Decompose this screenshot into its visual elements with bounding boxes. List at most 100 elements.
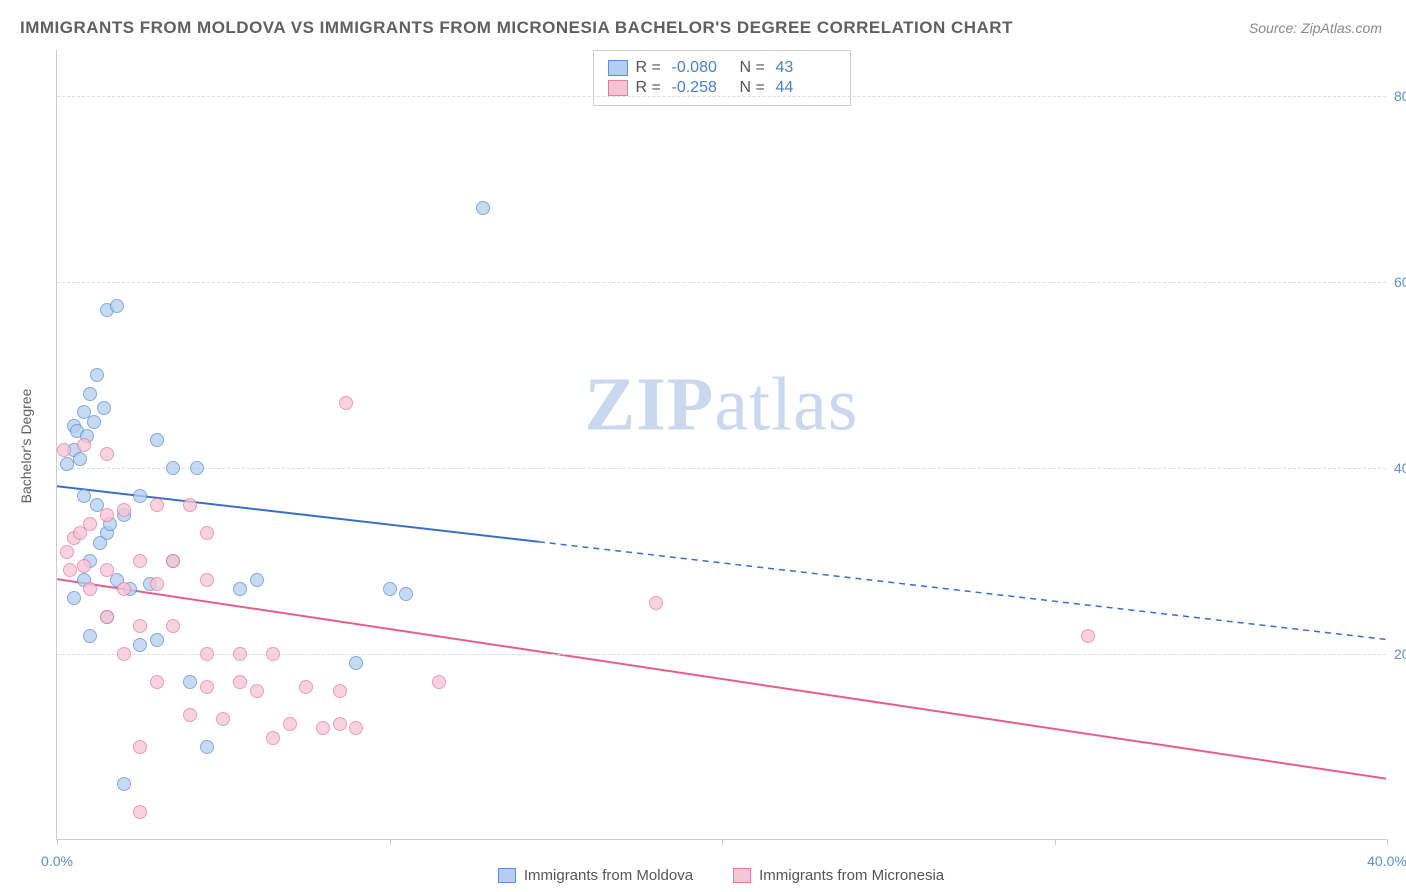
- legend-n-value-moldova: 43: [776, 59, 836, 77]
- scatter-point: [200, 573, 214, 587]
- gridline: [57, 282, 1386, 283]
- scatter-point: [83, 517, 97, 531]
- scatter-point: [476, 201, 490, 215]
- scatter-point: [233, 647, 247, 661]
- scatter-point: [110, 299, 124, 313]
- scatter-point: [283, 717, 297, 731]
- scatter-point: [133, 638, 147, 652]
- legend-r-label: R =: [636, 59, 664, 77]
- scatter-point: [150, 675, 164, 689]
- scatter-point: [299, 680, 313, 694]
- scatter-point: [166, 619, 180, 633]
- legend-swatch-micronesia: [608, 80, 628, 96]
- scatter-point: [100, 508, 114, 522]
- legend-n-value-micronesia: 44: [776, 79, 836, 97]
- scatter-point: [90, 368, 104, 382]
- scatter-point: [57, 443, 71, 457]
- scatter-point: [399, 587, 413, 601]
- watermark-light: atlas: [714, 363, 858, 447]
- x-tick: [722, 839, 723, 845]
- scatter-point: [383, 582, 397, 596]
- scatter-point: [200, 526, 214, 540]
- legend-row-moldova: R = -0.080 N = 43: [608, 59, 836, 77]
- y-tick-label: 20.0%: [1394, 646, 1406, 662]
- scatter-point: [316, 721, 330, 735]
- scatter-point: [333, 684, 347, 698]
- scatter-point: [100, 610, 114, 624]
- scatter-point: [73, 452, 87, 466]
- legend-n-label: N =: [740, 59, 768, 77]
- scatter-point: [200, 680, 214, 694]
- scatter-point: [83, 387, 97, 401]
- scatter-point: [233, 582, 247, 596]
- gridline: [57, 654, 1386, 655]
- scatter-point: [349, 656, 363, 670]
- legend-item-micronesia: Immigrants from Micronesia: [733, 867, 944, 884]
- scatter-point: [60, 545, 74, 559]
- scatter-point: [77, 559, 91, 573]
- legend-correlation: R = -0.080 N = 43 R = -0.258 N = 44: [593, 50, 851, 106]
- scatter-point: [83, 629, 97, 643]
- scatter-point: [200, 740, 214, 754]
- scatter-point: [117, 777, 131, 791]
- scatter-point: [266, 731, 280, 745]
- scatter-point: [150, 577, 164, 591]
- legend-r-value-moldova: -0.080: [672, 59, 732, 77]
- legend-r-value-micronesia: -0.258: [672, 79, 732, 97]
- x-tick: [1055, 839, 1056, 845]
- scatter-point: [200, 647, 214, 661]
- scatter-point: [63, 563, 77, 577]
- gridline: [57, 468, 1386, 469]
- scatter-point: [117, 503, 131, 517]
- scatter-point: [133, 740, 147, 754]
- scatter-point: [432, 675, 446, 689]
- scatter-point: [1081, 629, 1095, 643]
- trend-lines: [57, 50, 1386, 839]
- y-tick-label: 60.0%: [1394, 274, 1406, 290]
- legend-bottom: Immigrants from Moldova Immigrants from …: [56, 867, 1386, 884]
- watermark: ZIPatlas: [585, 362, 859, 449]
- scatter-point: [250, 573, 264, 587]
- x-tick: [57, 839, 58, 845]
- scatter-point: [333, 717, 347, 731]
- legend-label-micronesia: Immigrants from Micronesia: [759, 867, 944, 884]
- plot-area: ZIPatlas R = -0.080 N = 43 R = -0.258 N …: [56, 50, 1386, 840]
- chart-title: IMMIGRANTS FROM MOLDOVA VS IMMIGRANTS FR…: [20, 18, 1013, 38]
- scatter-point: [216, 712, 230, 726]
- scatter-point: [77, 489, 91, 503]
- scatter-point: [150, 498, 164, 512]
- scatter-point: [117, 582, 131, 596]
- scatter-point: [190, 461, 204, 475]
- scatter-point: [183, 708, 197, 722]
- scatter-point: [93, 536, 107, 550]
- x-tick: [390, 839, 391, 845]
- scatter-point: [349, 721, 363, 735]
- scatter-point: [133, 619, 147, 633]
- scatter-point: [133, 805, 147, 819]
- scatter-point: [100, 563, 114, 577]
- scatter-point: [166, 554, 180, 568]
- scatter-point: [183, 498, 197, 512]
- scatter-point: [133, 554, 147, 568]
- scatter-point: [649, 596, 663, 610]
- legend-swatch-moldova: [608, 60, 628, 76]
- scatter-point: [233, 675, 247, 689]
- legend-n-label: N =: [740, 79, 768, 97]
- legend-swatch-icon: [733, 868, 751, 883]
- y-tick-label: 40.0%: [1394, 460, 1406, 476]
- scatter-point: [97, 401, 111, 415]
- legend-r-label: R =: [636, 79, 664, 97]
- scatter-point: [83, 582, 97, 596]
- scatter-point: [117, 647, 131, 661]
- scatter-point: [100, 447, 114, 461]
- scatter-point: [67, 591, 81, 605]
- scatter-point: [60, 457, 74, 471]
- legend-swatch-icon: [498, 868, 516, 883]
- watermark-bold: ZIP: [585, 363, 715, 447]
- scatter-point: [150, 433, 164, 447]
- source-label: Source: ZipAtlas.com: [1249, 20, 1382, 36]
- scatter-point: [133, 489, 147, 503]
- scatter-point: [77, 438, 91, 452]
- scatter-point: [266, 647, 280, 661]
- scatter-point: [183, 675, 197, 689]
